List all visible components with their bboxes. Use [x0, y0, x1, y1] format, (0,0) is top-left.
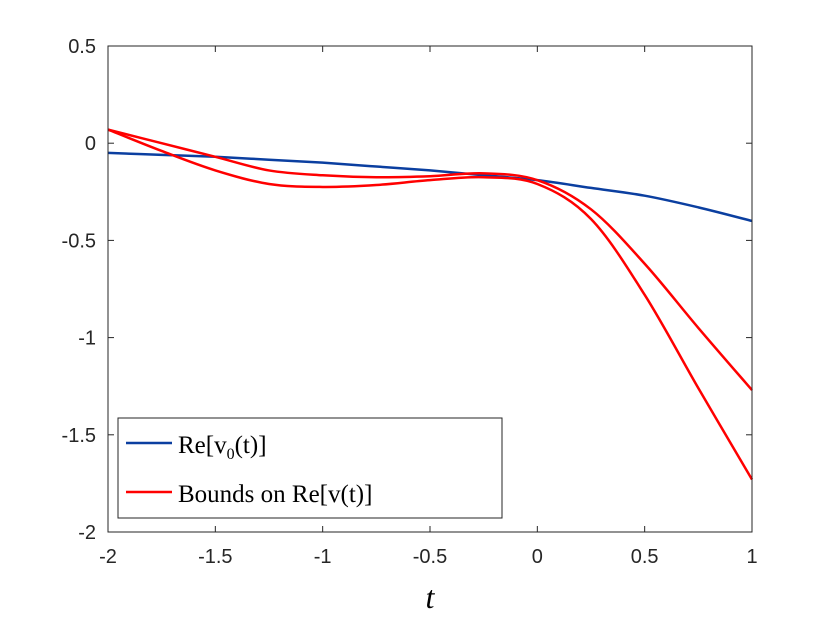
y-tick-label: 0.5: [68, 36, 96, 58]
x-tick-label: 0: [532, 546, 543, 568]
series-line-1: [107, 128, 753, 391]
series-line-2: [107, 128, 754, 481]
legend-entry-re-v0: Re[v0(t)]: [178, 432, 267, 463]
series-layer: [107, 128, 754, 481]
legend-box: [117, 417, 503, 519]
legend: Re[v0(t)] Bounds on Re[v(t)]: [117, 417, 503, 519]
x-tick-label: 1: [746, 546, 757, 568]
x-axis-label: t: [426, 579, 436, 615]
x-tick-label: -1.5: [198, 546, 232, 568]
y-tick-label: -1.5: [62, 425, 96, 447]
y-tick-label: -0.5: [62, 230, 96, 252]
y-tick-label: -1: [78, 328, 96, 350]
x-tick-label: -0.5: [413, 546, 447, 568]
tick-labels: -2 -1.5 -1 -0.5 0 0.5 1 -2 -1.5 -1 -0.5 0 0.5: [62, 36, 758, 568]
x-tick-label: -1: [314, 546, 332, 568]
y-tick-label: 0: [85, 133, 96, 155]
axes: [107, 45, 753, 533]
legend-entry-bounds: Bounds on Re[v(t)]: [178, 481, 372, 508]
x-tick-label: 0.5: [631, 546, 659, 568]
y-tick-label: -2: [78, 522, 96, 544]
x-tick-label: -2: [99, 546, 117, 568]
